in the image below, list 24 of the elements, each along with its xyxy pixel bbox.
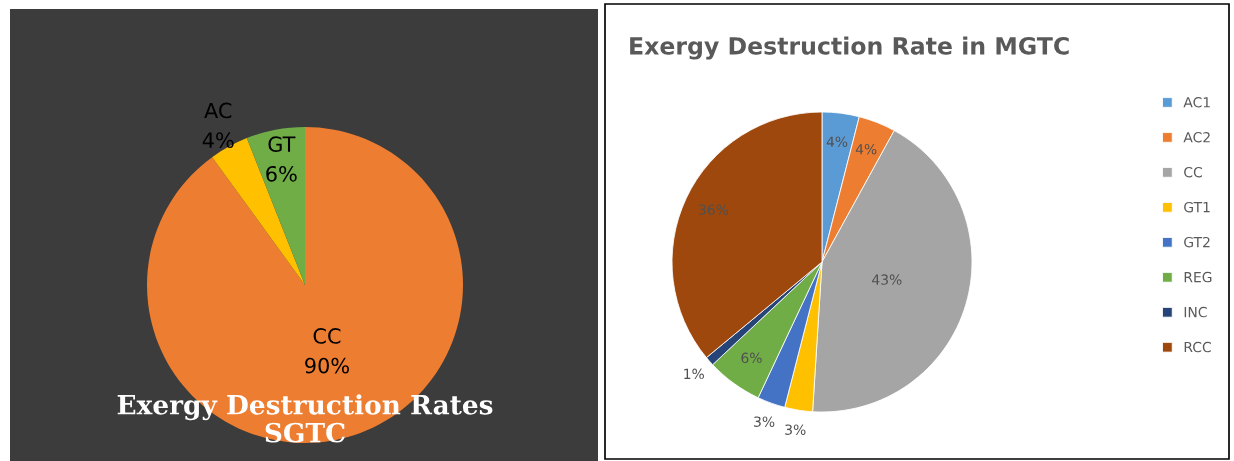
data-label: 4% bbox=[202, 132, 234, 149]
pie-slice bbox=[246, 127, 305, 285]
data-label: 1% bbox=[684, 368, 704, 380]
legend-label: CC bbox=[1184, 166, 1202, 178]
data-label: 90% bbox=[305, 357, 349, 374]
legend-label: INC bbox=[1184, 306, 1207, 318]
data-label: 36% bbox=[699, 204, 729, 215]
data-label: 6% bbox=[741, 352, 762, 364]
data-label: 6% bbox=[266, 165, 297, 182]
chart-title: Exergy Destruction Rate in MGTC bbox=[630, 36, 1069, 60]
legend-label: AC2 bbox=[1183, 131, 1210, 143]
slice-label: AC bbox=[204, 102, 232, 119]
slice-label: GT bbox=[268, 136, 296, 153]
legend-label: REG bbox=[1184, 271, 1212, 283]
data-label: 4% bbox=[855, 143, 877, 155]
slice-label: CC bbox=[313, 328, 341, 344]
legend-label: GT1 bbox=[1184, 201, 1210, 213]
legend-label: AC1 bbox=[1183, 97, 1210, 108]
data-label: 3% bbox=[754, 416, 775, 427]
data-label: 3% bbox=[785, 424, 806, 435]
legend-label: GT2 bbox=[1184, 236, 1210, 248]
data-label: 4% bbox=[826, 136, 848, 147]
legend-label: RCC bbox=[1184, 341, 1211, 353]
data-label: 43% bbox=[872, 274, 902, 285]
